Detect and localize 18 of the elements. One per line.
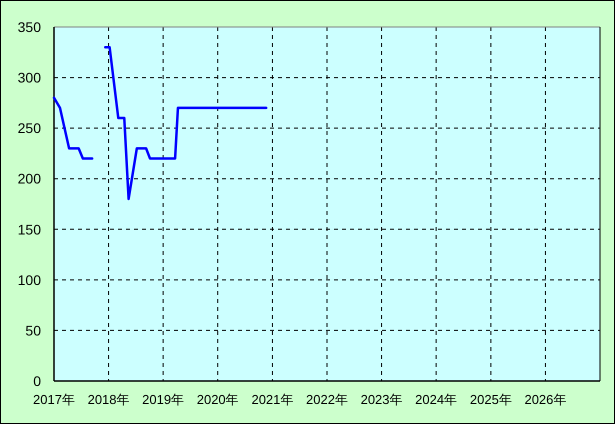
x-tick-label: 2025年 (470, 392, 512, 407)
y-tick-label: 300 (18, 70, 42, 86)
x-tick-label: 2018年 (88, 392, 130, 407)
x-tick-label: 2022年 (306, 392, 348, 407)
x-tick-label: 2020年 (196, 392, 239, 407)
x-tick-label: 2023年 (360, 392, 403, 407)
x-tick-label: 2019年 (142, 392, 184, 407)
x-tick-label: 2017年 (33, 392, 75, 407)
y-tick-label: 50 (25, 322, 42, 338)
y-tick-label: 150 (18, 221, 42, 238)
y-tick-label: 100 (18, 272, 42, 288)
x-tick-label: 2024年 (415, 392, 458, 407)
y-tick-label: 0 (33, 373, 42, 389)
y-tick-label: 250 (18, 120, 42, 136)
x-tick-label: 2021年 (251, 392, 294, 407)
y-tick-label: 200 (18, 170, 42, 187)
x-tick-label: 2026年 (524, 392, 566, 407)
y-tick-label: 350 (18, 19, 42, 35)
